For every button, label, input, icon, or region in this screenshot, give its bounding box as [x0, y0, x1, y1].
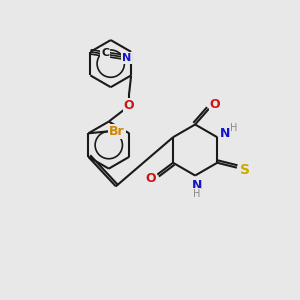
Text: O: O — [124, 99, 134, 112]
Text: S: S — [240, 163, 250, 177]
Text: O: O — [209, 98, 220, 111]
Text: N: N — [192, 179, 202, 192]
Text: C: C — [101, 48, 109, 58]
Text: H: H — [194, 189, 201, 199]
Text: N: N — [122, 53, 131, 63]
Text: Br: Br — [109, 125, 125, 138]
Text: H: H — [230, 123, 238, 134]
Text: N: N — [220, 127, 230, 140]
Text: O: O — [145, 172, 156, 185]
